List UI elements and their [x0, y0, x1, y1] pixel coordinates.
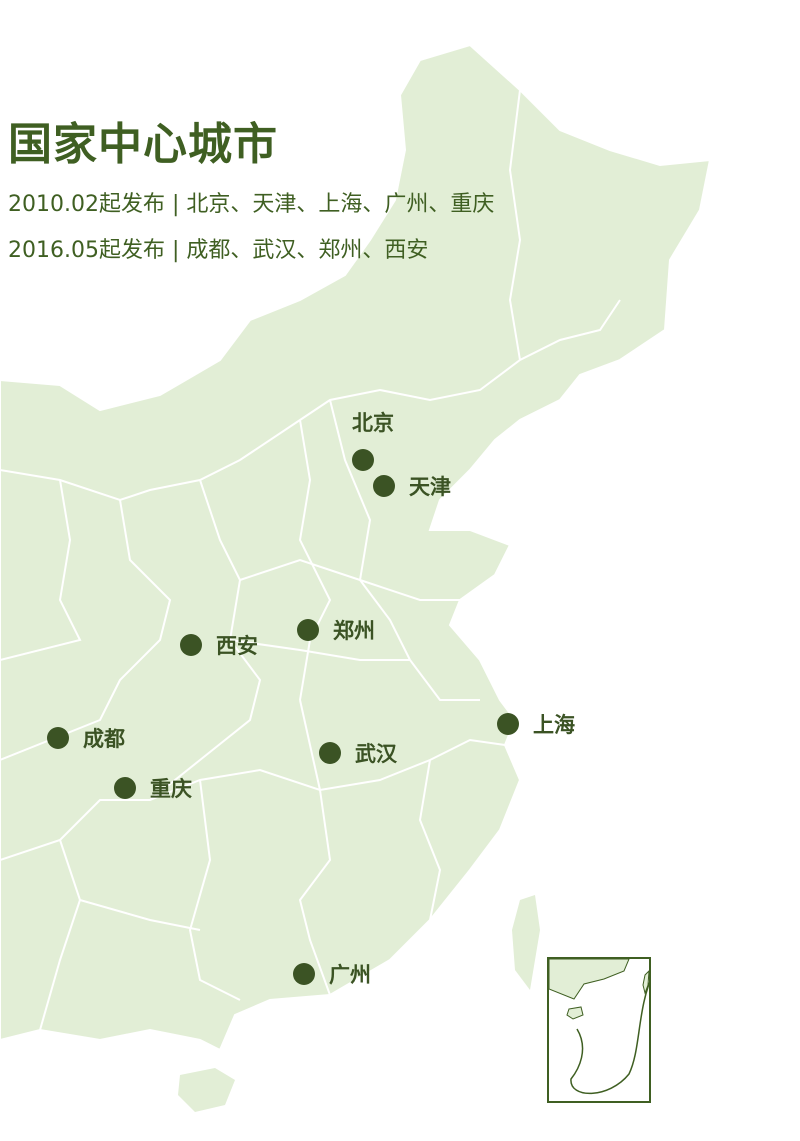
city-tianjin: 天津 [373, 471, 451, 501]
page-title: 国家中心城市 [8, 119, 278, 170]
city-marker [180, 634, 202, 656]
city-marker [293, 963, 315, 985]
city-marker [352, 449, 374, 471]
city-label: 成都 [83, 727, 125, 751]
hainan-island [178, 1068, 235, 1112]
city-marker [497, 713, 519, 735]
city-shanghai: 上海 [497, 709, 575, 739]
city-label: 郑州 [333, 619, 375, 643]
city-label: 西安 [216, 634, 258, 658]
city-marker [47, 727, 69, 749]
city-marker [319, 742, 341, 764]
city-label: 武汉 [355, 742, 397, 766]
city-label: 上海 [533, 713, 575, 737]
city-guangzhou: 广州 [293, 959, 371, 989]
city-marker [297, 619, 319, 641]
south-china-sea-inset [547, 957, 651, 1103]
mainland [0, 43, 712, 1052]
taiwan-island [512, 895, 540, 990]
province-borders [0, 89, 621, 1031]
city-xian: 西安 [180, 630, 258, 660]
subtitle-2010: 2010.02起发布 | 北京、天津、上海、广州、重庆 [8, 192, 495, 217]
city-label: 北京 [352, 411, 394, 435]
city-zhengzhou: 郑州 [297, 615, 375, 645]
city-chongqing: 重庆 [114, 773, 192, 803]
city-wuhan: 武汉 [319, 738, 397, 768]
south-china-sea-icon [549, 959, 649, 1095]
city-marker [114, 777, 136, 799]
city-beijing: 北京 [352, 407, 394, 471]
city-label: 天津 [409, 475, 451, 499]
city-marker [373, 475, 395, 497]
city-chengdu: 成都 [47, 723, 125, 753]
subtitle-2016: 2016.05起发布 | 成都、武汉、郑州、西安 [8, 238, 429, 263]
city-label: 广州 [329, 963, 371, 987]
city-label: 重庆 [150, 777, 192, 801]
